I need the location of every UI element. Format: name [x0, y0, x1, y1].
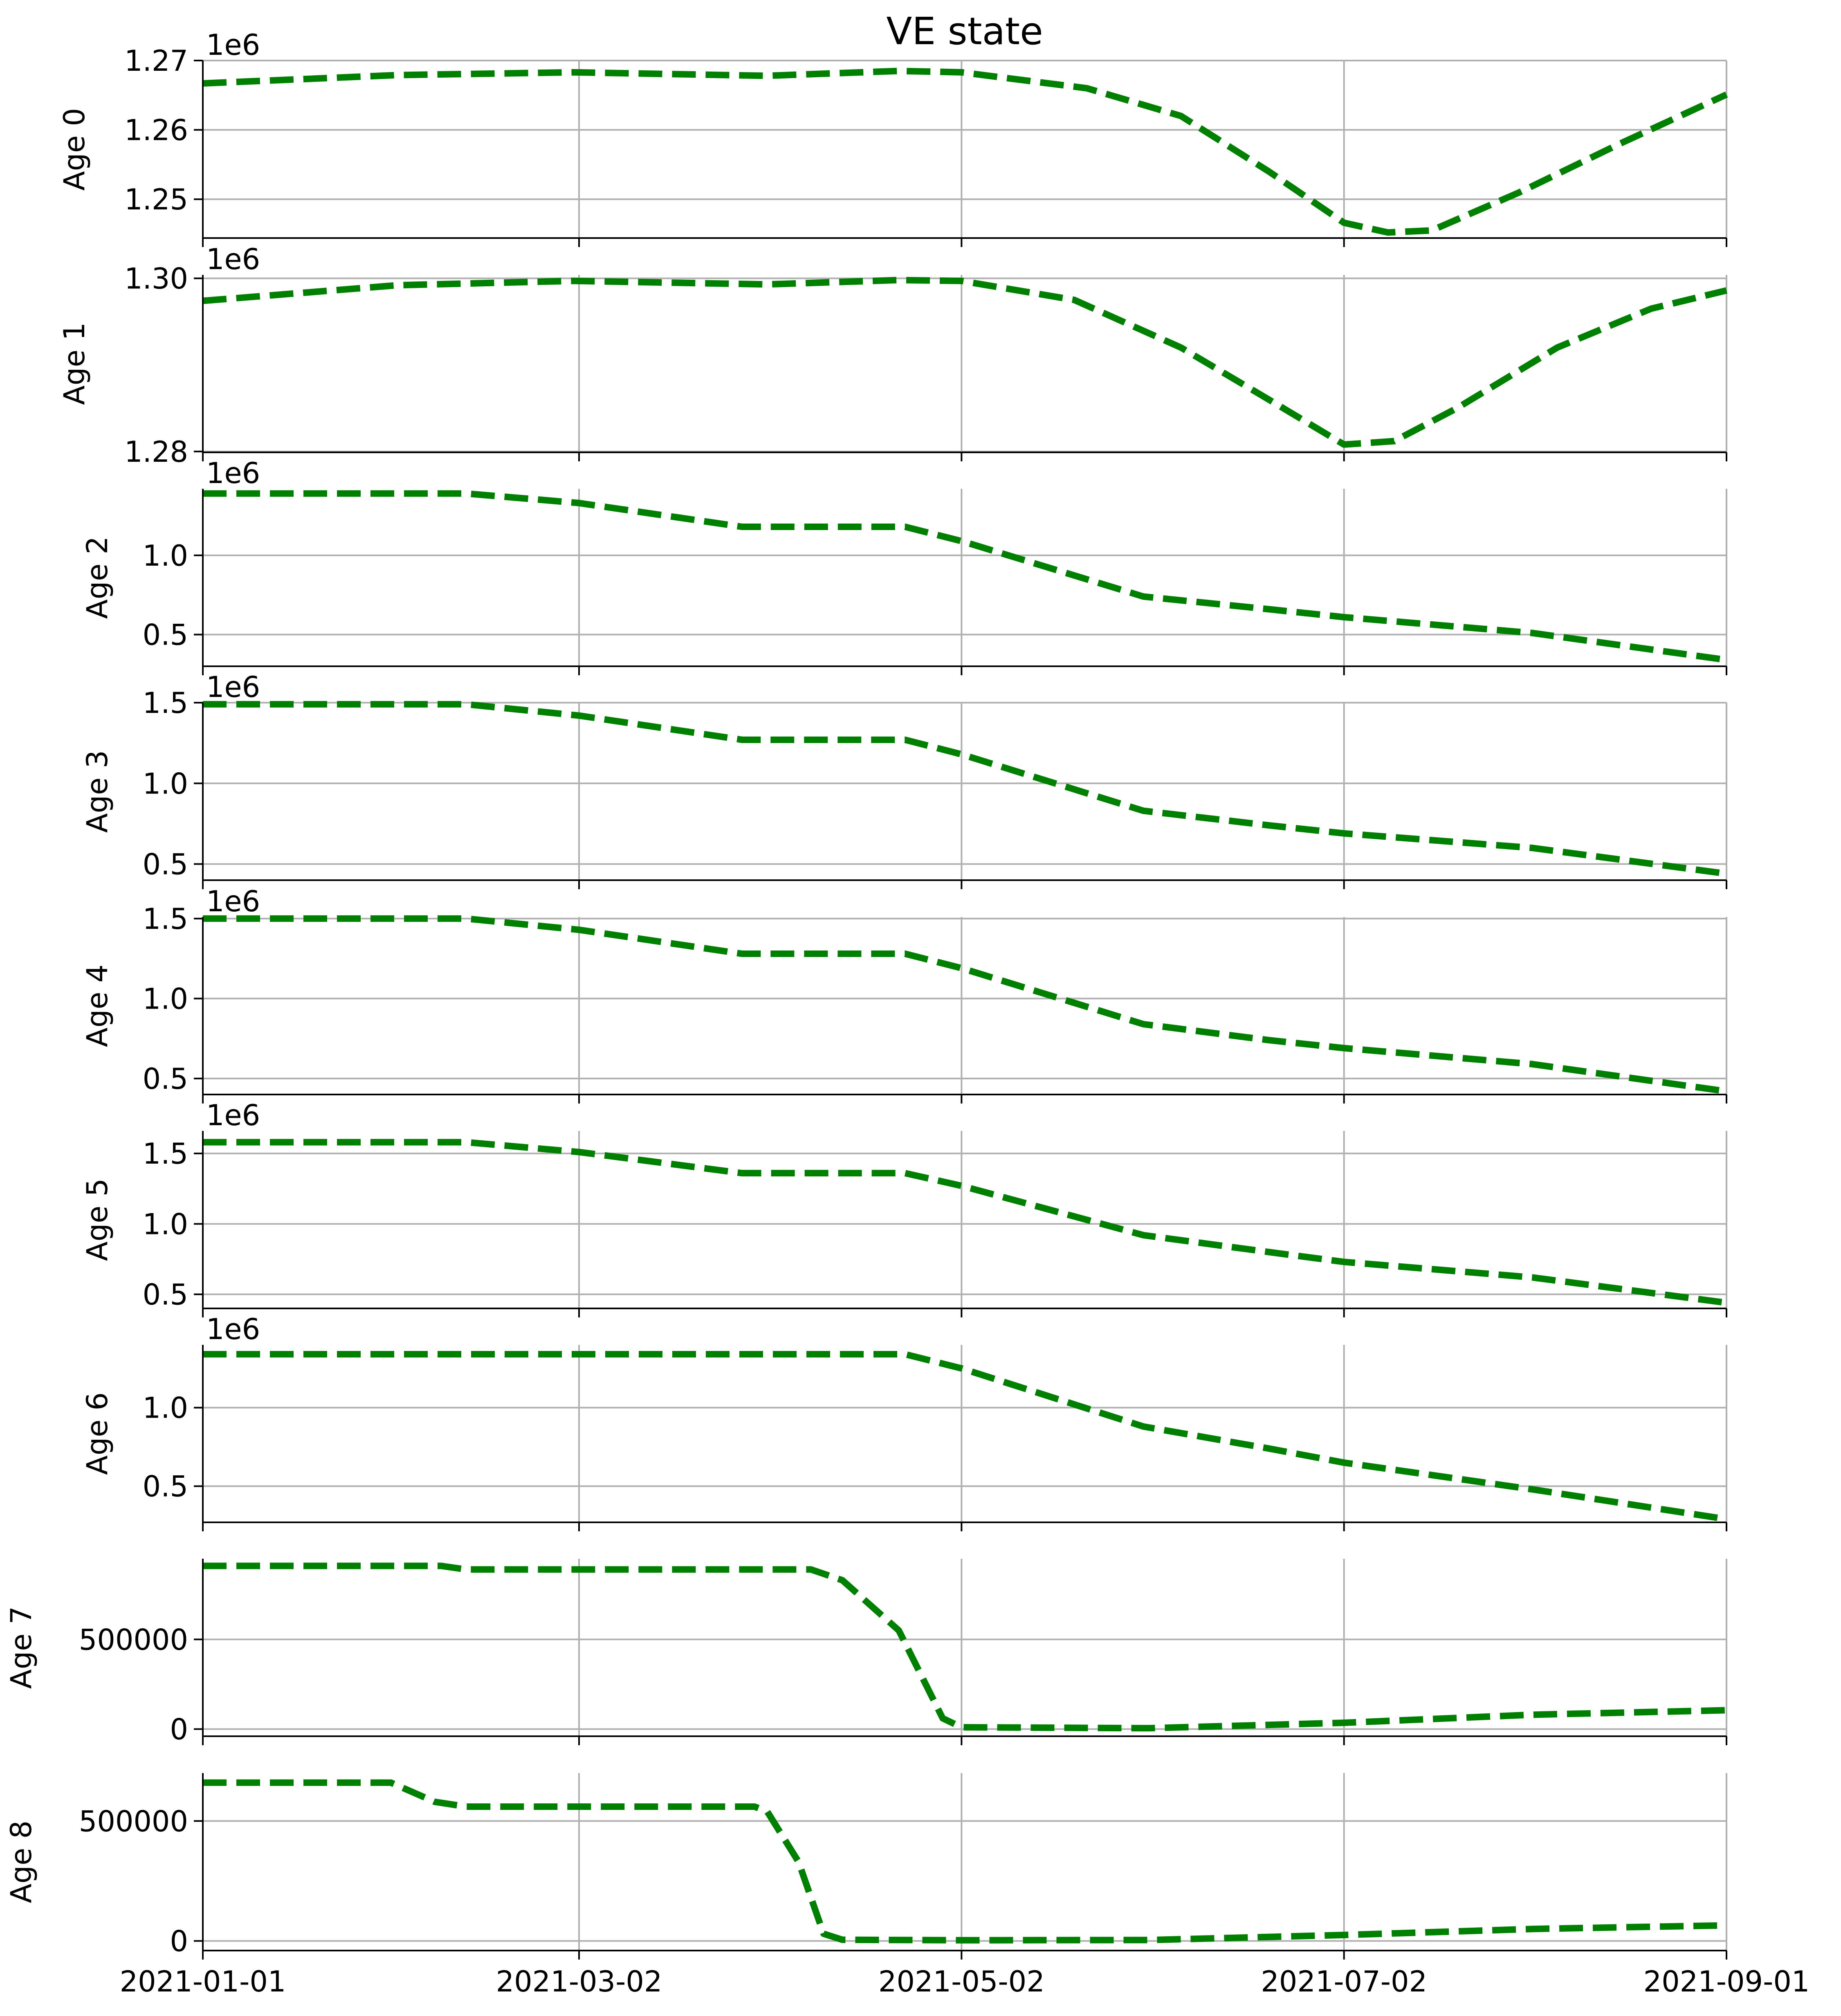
- y-tick-label: 1.0: [143, 767, 188, 800]
- y-offset-label: 1e6: [206, 1313, 260, 1346]
- y-tick-label: 1.0: [143, 982, 188, 1016]
- y-tick-label: 1.0: [143, 1207, 188, 1241]
- y-tick-label: 1.28: [124, 435, 188, 469]
- y-axis-label: Age 2: [81, 536, 114, 619]
- x-tick-label: 2021-01-01: [120, 1965, 286, 1998]
- y-tick-label: 500000: [79, 1623, 188, 1656]
- subplot-age-4: 0.5 1.0 1.5 1e6 Age 4: [81, 885, 1727, 1104]
- y-tick-label: 1.26: [124, 114, 188, 147]
- y-axis-label: Age 6: [81, 1392, 114, 1475]
- y-offset-label: 1e6: [206, 1099, 260, 1132]
- y-axis-label: Age 3: [81, 750, 114, 833]
- y-tick-label: 1.0: [143, 1391, 188, 1425]
- subplot-stack: 1.25 1.26 1.27 1e6 Age 0 1.28 1.30 1e6 Age 1 0.5 1…: [4, 28, 1810, 1998]
- series-line-age-7: [203, 1562, 1727, 1732]
- series-line-age-3: [203, 701, 1727, 877]
- series-line-age-2: [203, 490, 1727, 663]
- y-axis-label: Age 1: [58, 322, 91, 405]
- y-tick-label: 1.27: [124, 44, 188, 78]
- subplot-age-3: 0.5 1.0 1.5 1e6 Age 3: [81, 670, 1727, 889]
- y-tick-label: 1.30: [124, 262, 188, 295]
- y-axis-label: Age 5: [81, 1178, 114, 1261]
- x-tick-label: 2021-07-02: [1261, 1965, 1427, 1998]
- x-tick-label: 2021-09-01: [1643, 1965, 1810, 1998]
- y-tick-label: 0.5: [143, 1470, 188, 1504]
- y-offset-label: 1e6: [206, 243, 260, 276]
- subplot-age-5: 0.5 1.0 1.5 1e6 Age 5: [81, 1099, 1727, 1317]
- subplot-age-0: 1.25 1.26 1.27 1e6 Age 0: [58, 28, 1728, 247]
- subplot-age-7: 0 500000 Age 7: [4, 1559, 1727, 1746]
- subplot-age-2: 0.5 1.0 1e6 Age 2: [81, 456, 1727, 675]
- y-tick-label: 0.5: [143, 618, 188, 652]
- series-line-age-1: [202, 276, 1727, 448]
- series-line-age-6: [203, 1351, 1727, 1523]
- subplot-age-6: 0.5 1.0 1e6 Age 6: [81, 1313, 1727, 1531]
- chart-title: VE state: [886, 9, 1043, 53]
- y-tick-label: 0: [170, 1925, 188, 1958]
- y-tick-label: 0: [170, 1713, 188, 1746]
- y-tick-label: 0.5: [143, 1278, 188, 1312]
- subplot-age-1: 1.28 1.30 1e6 Age 1: [58, 243, 1727, 469]
- y-tick-label: 1.5: [143, 686, 188, 720]
- y-tick-label: 1.25: [124, 183, 188, 216]
- subplot-age-8: 0 500000 Age 8 2021-01-01 2021-03-02 2021-05-…: [4, 1773, 1810, 1998]
- series-line-age-0: [202, 67, 1728, 236]
- y-tick-label: 0.5: [143, 848, 188, 881]
- y-tick-label: 500000: [79, 1805, 188, 1838]
- y-tick-label: 1.0: [143, 539, 188, 573]
- y-axis-label: Age 4: [81, 964, 114, 1047]
- series-line-age-4: [203, 915, 1727, 1095]
- x-tick-label: 2021-03-02: [496, 1965, 662, 1998]
- y-tick-label: 1.5: [143, 902, 188, 936]
- series-line-age-8: [203, 1779, 1727, 1944]
- x-tick-label: 2021-05-02: [878, 1965, 1045, 1998]
- y-offset-label: 1e6: [206, 885, 260, 918]
- y-offset-label: 1e6: [206, 456, 260, 490]
- y-tick-label: 0.5: [143, 1062, 188, 1096]
- y-offset-label: 1e6: [206, 28, 260, 62]
- y-offset-label: 1e6: [206, 670, 260, 704]
- y-axis-label: Age 0: [58, 108, 91, 191]
- y-tick-label: 1.5: [143, 1137, 188, 1171]
- y-axis-label: Age 8: [4, 1820, 38, 1903]
- y-axis-label: Age 7: [4, 1606, 38, 1689]
- series-line-age-5: [203, 1139, 1727, 1306]
